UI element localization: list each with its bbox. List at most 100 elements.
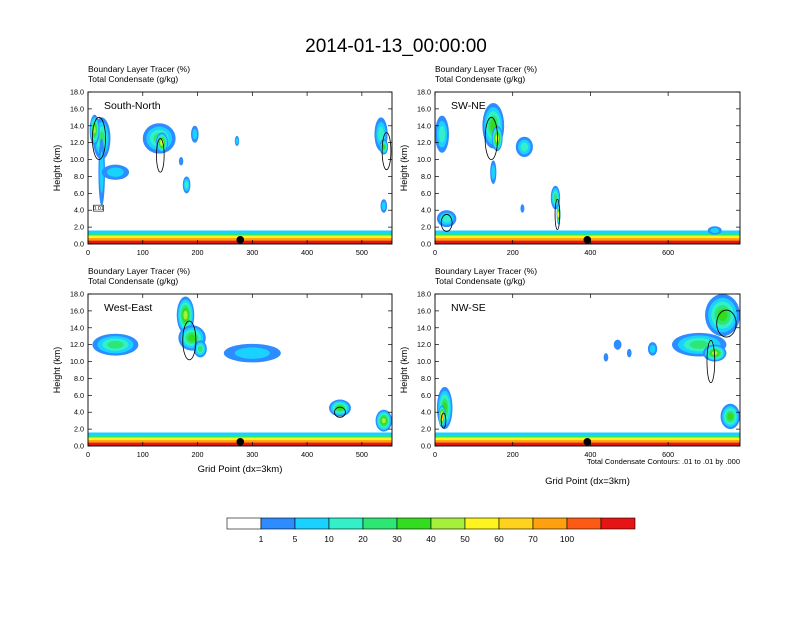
y-tick-label: 4.0: [74, 408, 84, 417]
x-axis-label: Grid Point (dx=3km): [198, 464, 283, 475]
y-tick-label: 0.0: [421, 442, 431, 451]
colorbar-box-10: [532, 517, 568, 530]
plot-content: [88, 296, 392, 446]
station-marker: [583, 235, 592, 244]
plot-content: 0.01: [88, 114, 392, 244]
y-tick-label: 10.0: [417, 155, 431, 164]
y-tick-label: 18.0: [417, 290, 431, 299]
station-marker: [236, 437, 245, 446]
tracer-cloud-1: [92, 333, 139, 356]
colorbar-label: 40: [426, 534, 436, 544]
tracer-cloud-10: [234, 135, 240, 147]
y-tick-label: 18.0: [417, 88, 431, 97]
condensate-contour-2: [156, 138, 165, 173]
panel-title-line2: Total Condensate (g/kg): [88, 74, 178, 84]
panel-1: 0.01 South-North Boundary Layer Tracer (%)…: [52, 64, 393, 257]
colorbar-label: 30: [392, 534, 402, 544]
y-tick-label: 12.0: [70, 340, 84, 349]
cloud-level-1: [178, 157, 184, 166]
plot-area: [435, 294, 740, 446]
cloud-level-6: [381, 418, 386, 424]
y-tick-label: 0.0: [74, 442, 84, 451]
colorbar-box-5: [362, 517, 398, 530]
colorbar-label: 50: [460, 534, 470, 544]
y-tick-label: 10.0: [417, 357, 431, 366]
x-tick-label: 500: [356, 450, 368, 459]
cloud-level-4: [98, 131, 105, 146]
colorbar-label: 20: [358, 534, 368, 544]
y-tick-label: 8.0: [74, 172, 84, 181]
tracer-cloud-10: [707, 226, 722, 235]
x-tick-label: 200: [192, 248, 204, 257]
y-tick-label: 14.0: [70, 323, 84, 332]
y-tick-label: 12.0: [417, 340, 431, 349]
y-tick-label: 2.0: [74, 223, 84, 232]
x-tick-label: 0: [433, 450, 437, 459]
condensate-contour-3: [440, 412, 447, 429]
tracer-cloud-9: [182, 176, 191, 194]
cloud-level-2: [710, 227, 720, 234]
cloud-level-4: [553, 193, 558, 202]
cloud-level-2: [192, 129, 198, 140]
y-tick-label: 6.0: [74, 189, 84, 198]
x-tick-label: 500: [356, 248, 368, 257]
tracer-cloud-2: [89, 114, 100, 146]
panel-title-line2: Total Condensate (g/kg): [88, 276, 178, 286]
cloud-level-2: [99, 151, 104, 194]
condensate-contour-2: [716, 309, 737, 338]
panel-title-line1: Boundary Layer Tracer (%): [88, 64, 190, 74]
x-tick-label: 600: [662, 248, 674, 257]
x-tick-label: 600: [662, 450, 674, 459]
x-tick-label: 200: [192, 450, 204, 459]
colorbar-box-4: [328, 517, 364, 530]
x-tick-label: 0: [433, 248, 437, 257]
colorbar-box-12: [600, 517, 636, 530]
panels-group: 0.01 South-North Boundary Layer Tracer (%)…: [52, 64, 741, 487]
plot-content: [435, 294, 740, 446]
tracer-cloud-2: [438, 405, 446, 428]
cloud-level-1: [520, 204, 525, 213]
panel-title-line1: Boundary Layer Tracer (%): [435, 266, 537, 276]
colorbar: 1 5 10 20 30 40 50 60 70 100: [226, 517, 636, 544]
x-axis-label: Grid Point (dx=3km): [545, 476, 630, 487]
colorbar-box-7: [430, 517, 466, 530]
cloud-level-3: [442, 214, 451, 223]
colorbar-box-6: [396, 517, 432, 530]
condensate-contour-1: [182, 320, 197, 361]
cloud-level-3: [438, 125, 446, 143]
y-tick-label: 12.0: [70, 138, 84, 147]
y-tick-label: 16.0: [417, 306, 431, 315]
cloud-level-3: [184, 181, 189, 189]
cloud-level-7: [557, 212, 560, 217]
tracer-cloud-6: [329, 399, 351, 417]
y-tick-label: 2.0: [421, 425, 431, 434]
y-tick-label: 16.0: [417, 104, 431, 113]
tracer-cloud-6: [647, 342, 658, 356]
contour-label-box: [93, 204, 104, 212]
cloud-level-5: [382, 144, 386, 150]
tracer-cloud-7: [613, 339, 622, 350]
plot-content: [435, 102, 740, 244]
y-tick-label: 12.0: [417, 138, 431, 147]
tracer-cloud-4: [515, 136, 533, 158]
tracer-cloud-4: [193, 340, 207, 358]
tracer-cloud-12: [379, 139, 389, 155]
x-tick-label: 300: [246, 450, 258, 459]
x-tick-label: 300: [246, 248, 258, 257]
tracer-cloud-9: [720, 403, 740, 430]
panel-3: West-East Boundary Layer Tracer (%)Total …: [52, 266, 393, 475]
contour-footnote: Total Condensate Contours: .01 to .01 by…: [587, 457, 740, 466]
y-tick-label: 8.0: [74, 374, 84, 383]
condensate-contour-3: [440, 214, 453, 232]
cloud-level-5: [336, 405, 344, 411]
y-tick-label: 4.0: [74, 206, 84, 215]
y-axis-label: Height (km): [52, 347, 62, 394]
cloud-level-2: [491, 164, 496, 180]
tracer-cloud-10: [626, 348, 632, 358]
tracer-cloud-3: [705, 294, 740, 337]
tracer-cloud-5: [223, 343, 281, 363]
cloud-level-5: [188, 334, 196, 342]
tracer-cloud-13: [380, 199, 388, 213]
